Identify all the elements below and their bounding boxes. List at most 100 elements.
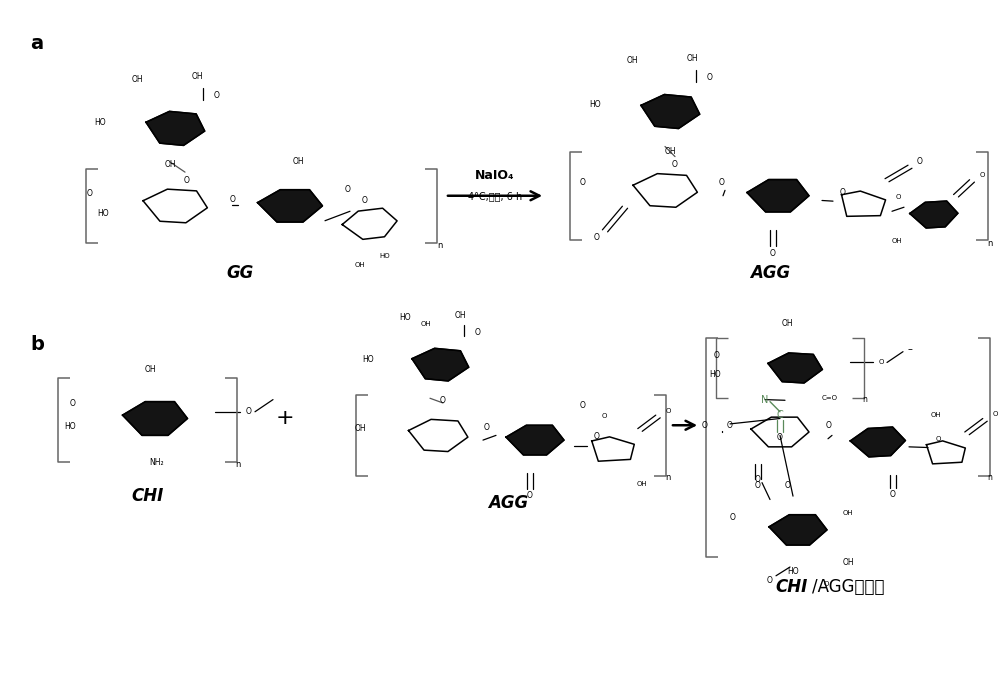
Text: b: b	[30, 335, 44, 354]
Text: AGG: AGG	[750, 265, 790, 282]
Text: O: O	[878, 360, 884, 365]
Text: O: O	[665, 408, 671, 414]
Polygon shape	[926, 441, 965, 464]
Text: /AGG水凝胶: /AGG水凝胶	[812, 578, 885, 596]
Text: O: O	[601, 414, 607, 419]
Polygon shape	[747, 180, 809, 212]
Polygon shape	[506, 425, 564, 455]
Text: O: O	[672, 160, 678, 169]
Text: O: O	[345, 184, 351, 194]
Text: HO: HO	[94, 118, 106, 128]
Polygon shape	[850, 427, 905, 457]
Text: OH: OH	[144, 365, 156, 375]
Text: OH: OH	[842, 558, 854, 567]
Text: O: O	[87, 189, 93, 198]
Polygon shape	[409, 419, 468, 452]
Text: GG: GG	[226, 265, 254, 282]
Text: O: O	[594, 233, 600, 242]
Text: OH: OH	[781, 319, 793, 329]
Text: NH₂: NH₂	[150, 458, 164, 467]
Text: n: n	[987, 238, 993, 248]
Text: OH: OH	[626, 56, 638, 65]
Polygon shape	[143, 189, 207, 223]
Text: OH: OH	[843, 510, 853, 516]
Polygon shape	[751, 417, 809, 447]
Text: O: O	[917, 157, 923, 167]
Text: O: O	[992, 412, 998, 417]
Text: O: O	[770, 248, 776, 258]
Text: O: O	[594, 432, 600, 441]
Text: HO: HO	[399, 313, 411, 322]
Polygon shape	[412, 348, 469, 381]
Text: HO: HO	[97, 209, 109, 219]
Text: OH: OH	[664, 146, 676, 156]
Text: OH: OH	[131, 75, 143, 84]
Text: HO: HO	[64, 422, 76, 431]
Polygon shape	[592, 437, 634, 461]
Text: HO: HO	[787, 567, 799, 576]
Polygon shape	[768, 353, 822, 383]
Text: O: O	[707, 73, 713, 82]
Text: C: C	[777, 410, 783, 420]
Text: O: O	[777, 433, 783, 442]
Text: O: O	[840, 188, 846, 197]
Text: O: O	[484, 423, 489, 432]
Text: O: O	[184, 176, 190, 185]
Text: O: O	[935, 436, 941, 441]
Text: OH: OH	[931, 412, 941, 418]
Text: O: O	[890, 490, 896, 500]
Text: OH: OH	[454, 311, 466, 321]
Text: OH: OH	[892, 238, 902, 244]
Text: N: N	[761, 395, 769, 404]
Text: a: a	[30, 34, 43, 53]
Text: AGG: AGG	[488, 494, 528, 512]
Text: HO: HO	[380, 254, 390, 259]
Text: O: O	[527, 491, 533, 500]
Polygon shape	[910, 201, 958, 228]
Text: O: O	[475, 327, 481, 337]
Text: O: O	[755, 481, 761, 491]
Text: O: O	[785, 481, 791, 491]
Text: NaIO₄: NaIO₄	[475, 169, 515, 182]
Text: O: O	[730, 513, 736, 522]
Text: O: O	[70, 399, 76, 408]
Text: O: O	[580, 178, 586, 187]
Text: OH: OH	[292, 157, 304, 167]
Text: HO: HO	[589, 100, 601, 109]
Text: n: n	[235, 460, 241, 469]
Text: –: –	[908, 344, 912, 354]
Text: O: O	[246, 407, 252, 416]
Text: OH: OH	[421, 321, 431, 327]
Text: O: O	[440, 396, 446, 405]
Text: O: O	[767, 576, 773, 585]
Polygon shape	[641, 95, 700, 128]
Text: O: O	[823, 581, 829, 587]
Polygon shape	[257, 190, 322, 222]
Text: O: O	[979, 173, 985, 178]
Text: C=O: C=O	[822, 396, 838, 401]
Text: OH: OH	[355, 262, 365, 267]
Text: O: O	[362, 196, 368, 205]
Text: CHI: CHI	[132, 487, 164, 505]
Text: n: n	[437, 240, 443, 250]
Text: O: O	[714, 351, 720, 360]
Polygon shape	[146, 111, 205, 145]
Text: 4°C,避光, 6 h: 4°C,避光, 6 h	[468, 191, 522, 200]
Text: OH: OH	[637, 481, 647, 487]
Text: O: O	[895, 194, 901, 200]
Text: n: n	[665, 473, 671, 483]
Text: OH: OH	[191, 72, 203, 82]
Text: CHI: CHI	[776, 578, 808, 596]
Text: HO: HO	[709, 370, 721, 379]
Text: +: +	[276, 408, 294, 429]
Polygon shape	[769, 514, 827, 545]
Polygon shape	[633, 173, 697, 207]
Text: O: O	[719, 178, 724, 187]
Text: OH: OH	[686, 54, 698, 63]
Text: O: O	[702, 421, 708, 430]
Text: O: O	[727, 421, 733, 430]
Text: n: n	[988, 473, 992, 483]
Polygon shape	[842, 191, 886, 216]
Text: O: O	[755, 475, 761, 484]
Text: OH: OH	[354, 424, 366, 433]
